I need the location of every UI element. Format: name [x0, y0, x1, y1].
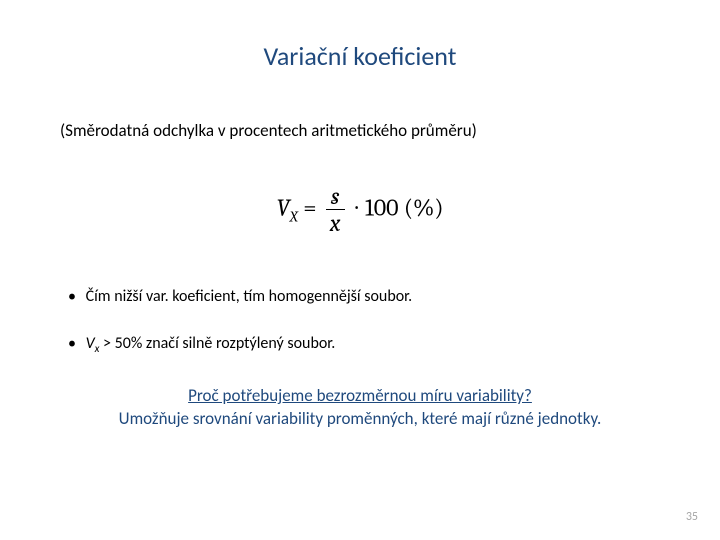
bullet-1-dot: •: [68, 287, 76, 306]
formula-fraction: s x‾: [326, 183, 345, 237]
bullet-2: • Vx > 50% značí silně rozptýlený soubor…: [68, 334, 670, 355]
answer-text: Umožňuje srovnání variability proměnných…: [50, 408, 670, 429]
page-number: 35: [686, 510, 698, 524]
formula-unit-text: (%): [404, 194, 444, 222]
formula-denominator: x‾: [326, 209, 345, 236]
formula-lhs-var: V: [276, 194, 289, 222]
formula-dot: ∙: [354, 194, 365, 222]
formula: VX = s x‾ ∙ 100 (%): [50, 183, 670, 237]
bullet-2-var: V: [86, 334, 95, 353]
question-text: Proč potřebujeme bezrozměrnou míru varia…: [50, 385, 670, 406]
formula-multiplier: 100: [365, 194, 399, 222]
bullet-1-text: Čím nižší var. koeficient, tím homogenně…: [86, 287, 413, 306]
bullet-2-rest: > 50% značí silně rozptýlený soubor.: [99, 334, 335, 353]
formula-lhs-sub: X: [290, 207, 298, 225]
slide-subtitle: (Směrodatná odchylka v procentech aritme…: [60, 120, 670, 141]
slide-title: Variační koeficient: [50, 40, 670, 72]
bullet-1: • Čím nižší var. koeficient, tím homogen…: [68, 287, 670, 306]
formula-equals: =: [303, 194, 322, 222]
slide-container: Variační koeficient (Směrodatná odchylka…: [0, 0, 720, 540]
bullet-2-dot: •: [68, 334, 76, 353]
